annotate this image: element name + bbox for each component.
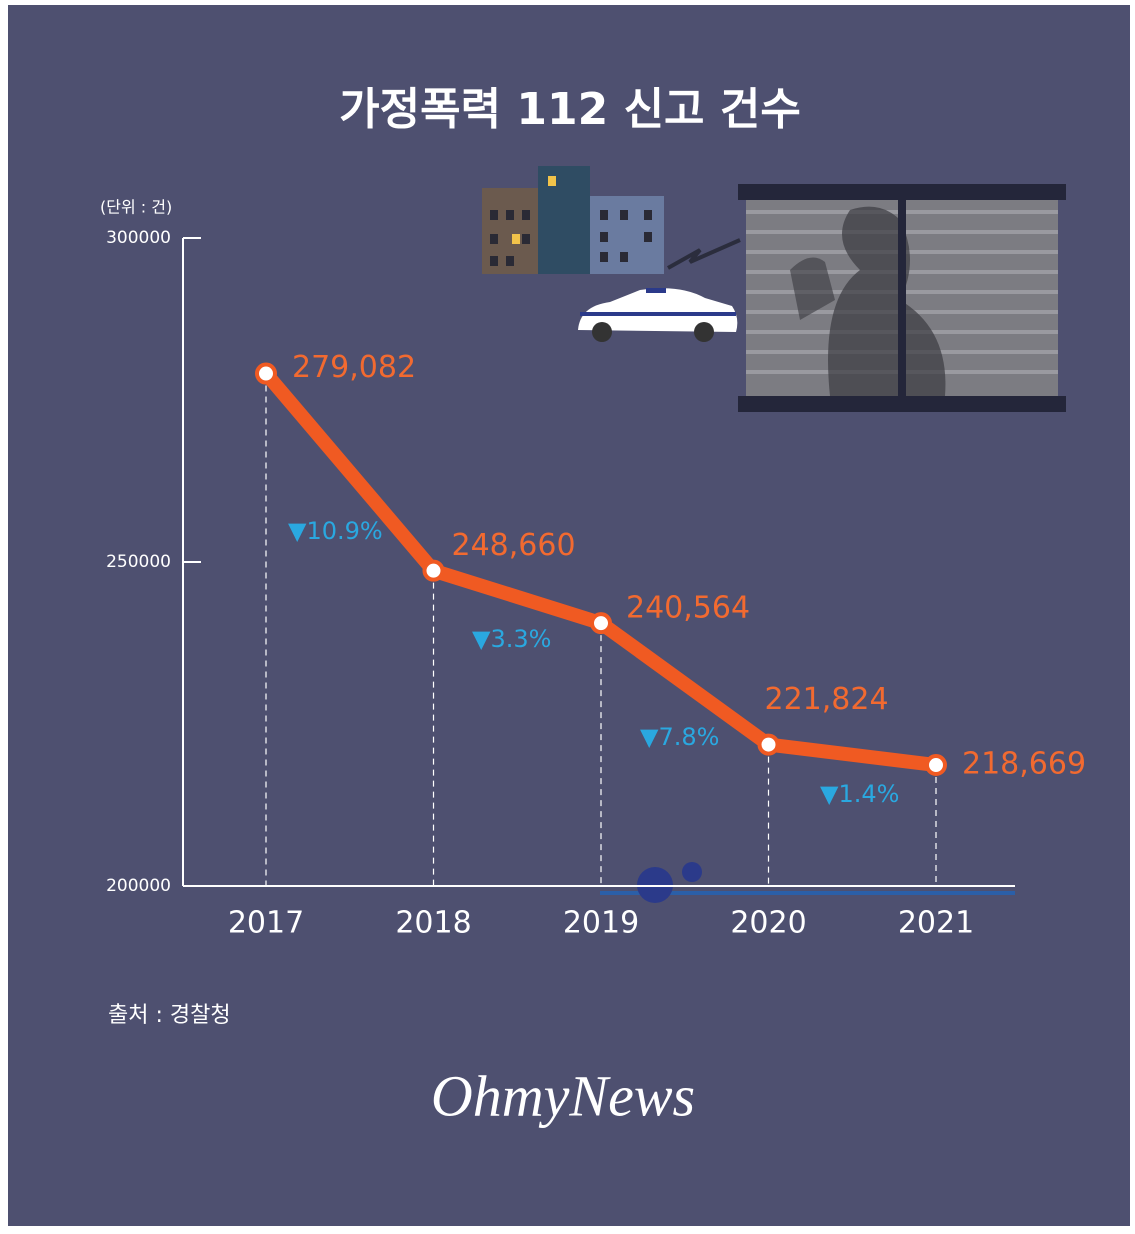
y-tick-label: 200000	[106, 876, 171, 896]
value-label: 248,660	[452, 528, 576, 563]
value-label: 221,824	[765, 682, 889, 717]
x-tick-label: 2021	[898, 906, 974, 941]
y-tick-label: 300000	[106, 228, 171, 248]
unit-label: (단위 : 건)	[100, 198, 172, 217]
x-tick-label: 2019	[563, 906, 639, 941]
change-label: ▼3.3%	[472, 625, 551, 653]
change-label: ▼7.8%	[640, 723, 719, 751]
logo: OhmyNews	[431, 1063, 695, 1128]
change-label: ▼10.9%	[288, 517, 383, 545]
y-tick-label: 250000	[106, 552, 171, 572]
point	[255, 362, 277, 385]
x-tick-label: 2020	[730, 906, 806, 941]
x-tick-label: 2017	[228, 906, 304, 941]
value-label: 240,564	[626, 591, 750, 626]
value-label: 218,669	[962, 747, 1086, 782]
change-label: ▼1.4%	[820, 780, 899, 808]
point	[757, 733, 780, 756]
x-tick-label: 2018	[395, 906, 471, 941]
illustration	[482, 166, 1066, 903]
point	[590, 612, 612, 635]
point	[925, 754, 947, 777]
value-label: 279,082	[292, 350, 416, 385]
source: 출처 : 경찰청	[108, 1003, 231, 1028]
point	[422, 559, 445, 582]
chart-title: 가정폭력 112 신고 건수	[339, 84, 801, 135]
